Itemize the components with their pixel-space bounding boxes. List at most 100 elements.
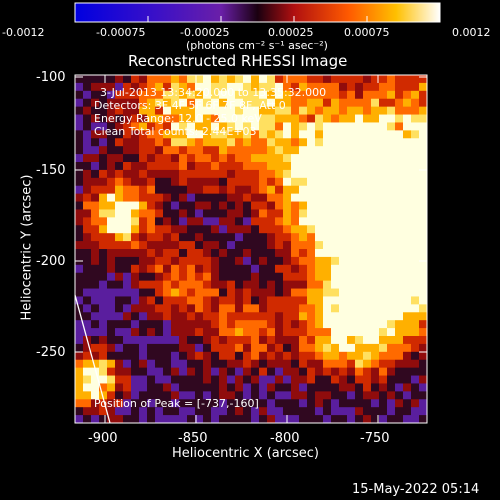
heatmap-cell bbox=[131, 225, 140, 234]
heatmap-cell bbox=[235, 264, 244, 274]
heatmap-cell bbox=[171, 407, 180, 416]
heatmap-cell bbox=[419, 367, 427, 377]
heatmap-cell bbox=[155, 233, 164, 242]
heatmap-cell bbox=[403, 201, 412, 211]
heatmap-cell bbox=[307, 82, 316, 92]
heatmap-cell bbox=[219, 256, 228, 266]
heatmap-cell bbox=[339, 391, 348, 400]
heatmap-cell bbox=[243, 367, 252, 377]
heatmap-cell bbox=[147, 185, 156, 195]
heatmap-cell bbox=[275, 201, 284, 211]
heatmap-cell bbox=[147, 177, 156, 187]
heatmap-cell bbox=[291, 415, 300, 423]
heatmap-cell bbox=[379, 193, 388, 203]
heatmap-cell bbox=[155, 130, 164, 139]
heatmap-cell bbox=[115, 75, 124, 84]
heatmap-cell bbox=[147, 383, 156, 392]
heatmap-cell bbox=[331, 272, 340, 282]
heatmap-cell bbox=[99, 256, 108, 266]
heatmap-cell bbox=[291, 383, 300, 392]
heatmap-cell bbox=[203, 122, 212, 131]
heatmap-cell bbox=[395, 114, 404, 124]
heatmap-cell bbox=[315, 233, 324, 242]
heatmap-cell bbox=[355, 177, 364, 187]
heatmap-cell bbox=[291, 169, 300, 179]
heatmap-cell bbox=[339, 312, 348, 321]
heatmap-cell bbox=[171, 343, 180, 353]
heatmap-cell bbox=[395, 280, 404, 290]
heatmap-cell bbox=[307, 359, 316, 369]
heatmap-cell bbox=[107, 264, 116, 274]
heatmap-cell bbox=[395, 272, 404, 282]
heatmap-cell bbox=[163, 193, 172, 203]
heatmap-cell bbox=[139, 177, 148, 187]
heatmap-cell bbox=[323, 343, 332, 353]
heatmap-cell bbox=[291, 399, 300, 408]
heatmap-cell bbox=[299, 304, 308, 313]
heatmap-cell bbox=[331, 383, 340, 392]
heatmap-cell bbox=[139, 98, 148, 108]
heatmap-cell bbox=[171, 288, 180, 298]
heatmap-cell bbox=[155, 351, 164, 361]
heatmap-cell bbox=[299, 169, 308, 179]
heatmap-cell bbox=[395, 154, 404, 163]
heatmap-cell bbox=[283, 312, 292, 321]
heatmap-cell bbox=[259, 399, 268, 408]
heatmap-cell bbox=[99, 304, 108, 313]
heatmap-cell bbox=[155, 312, 164, 321]
heatmap-cell bbox=[307, 138, 316, 147]
heatmap-cell bbox=[115, 162, 124, 171]
heatmap-cell bbox=[307, 280, 316, 290]
heatmap-cell bbox=[227, 288, 236, 298]
heatmap-cell bbox=[139, 106, 148, 116]
heatmap-cell bbox=[259, 201, 268, 211]
heatmap-cell bbox=[331, 114, 340, 124]
heatmap-cell bbox=[123, 138, 132, 147]
heatmap-cell bbox=[227, 359, 236, 369]
heatmap-cell bbox=[211, 90, 220, 100]
heatmap-cell bbox=[339, 225, 348, 234]
heatmap-cell bbox=[395, 296, 404, 305]
heatmap-cell bbox=[411, 272, 420, 282]
heatmap-cell bbox=[411, 256, 420, 266]
heatmap-cell bbox=[371, 328, 380, 337]
heatmap-cell bbox=[275, 336, 284, 345]
heatmap-cell bbox=[403, 154, 412, 163]
heatmap-cell bbox=[403, 225, 412, 234]
heatmap-cell bbox=[403, 98, 412, 108]
heatmap-cell bbox=[411, 415, 420, 423]
heatmap-cell bbox=[283, 138, 292, 147]
heatmap-cell bbox=[403, 320, 412, 329]
heatmap-cell bbox=[131, 407, 140, 416]
heatmap-cell bbox=[355, 209, 364, 218]
heatmap-cell bbox=[147, 296, 156, 305]
heatmap-cell bbox=[123, 359, 132, 369]
heatmap-cell bbox=[155, 75, 164, 84]
heatmap-cell bbox=[371, 185, 380, 195]
heatmap-cell bbox=[219, 162, 228, 171]
heatmap-cell bbox=[139, 367, 148, 377]
heatmap-cell bbox=[275, 130, 284, 139]
heatmap-cell bbox=[75, 185, 84, 195]
heatmap-cell bbox=[107, 351, 116, 361]
heatmap-cell bbox=[75, 399, 84, 408]
heatmap-cell bbox=[275, 288, 284, 298]
heatmap-cell bbox=[107, 209, 116, 218]
heatmap-cell bbox=[323, 154, 332, 163]
heatmap-cell bbox=[131, 351, 140, 361]
heatmap-cell bbox=[75, 383, 84, 392]
heatmap-cell bbox=[147, 304, 156, 313]
heatmap-cell bbox=[83, 130, 92, 139]
heatmap-cell bbox=[163, 90, 172, 100]
heatmap-cell bbox=[387, 288, 396, 298]
heatmap-cell bbox=[155, 90, 164, 100]
heatmap-cell bbox=[259, 122, 268, 131]
heatmap-cell bbox=[83, 312, 92, 321]
heatmap-cell bbox=[323, 351, 332, 361]
heatmap-cell bbox=[99, 233, 108, 242]
heatmap-cell bbox=[347, 375, 356, 385]
heatmap-cell bbox=[83, 256, 92, 266]
heatmap-cell bbox=[419, 162, 427, 171]
heatmap-cell bbox=[219, 367, 228, 377]
heatmap-cell bbox=[75, 90, 84, 100]
